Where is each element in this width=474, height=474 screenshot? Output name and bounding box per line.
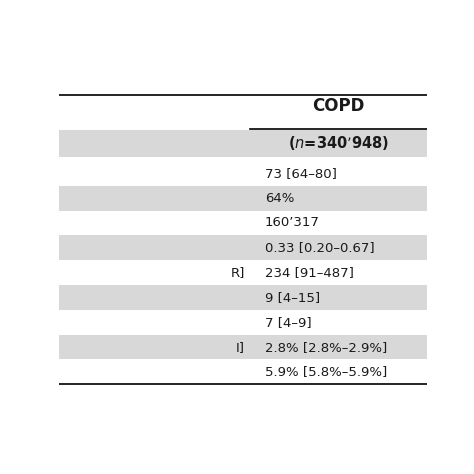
Bar [59, 236, 427, 260]
Text: 9 [4–15]: 9 [4–15] [265, 291, 320, 304]
Bar [59, 186, 427, 210]
Text: 64%: 64% [265, 191, 294, 205]
Text: 5.9% [5.8%–5.9%]: 5.9% [5.8%–5.9%] [265, 365, 387, 378]
Text: 73 [64–80]: 73 [64–80] [265, 167, 337, 180]
Text: COPD: COPD [312, 97, 365, 115]
Bar [59, 285, 427, 310]
Bar [59, 130, 427, 156]
Bar [59, 310, 427, 335]
Text: 160’317: 160’317 [265, 217, 320, 229]
Text: 2.8% [2.8%–2.9%]: 2.8% [2.8%–2.9%] [265, 340, 387, 354]
Text: 0.33 [0.20–0.67]: 0.33 [0.20–0.67] [265, 241, 374, 254]
Text: 234 [91–487]: 234 [91–487] [265, 266, 354, 279]
Bar [59, 260, 427, 285]
Bar [59, 210, 427, 236]
Text: ($\mathit{n}$=340’948): ($\mathit{n}$=340’948) [288, 135, 389, 152]
Bar [59, 335, 427, 359]
Text: I]: I] [236, 340, 245, 354]
Bar [59, 359, 427, 384]
Text: R]: R] [230, 266, 245, 279]
Bar [59, 161, 427, 186]
Text: 7 [4–9]: 7 [4–9] [265, 316, 311, 329]
